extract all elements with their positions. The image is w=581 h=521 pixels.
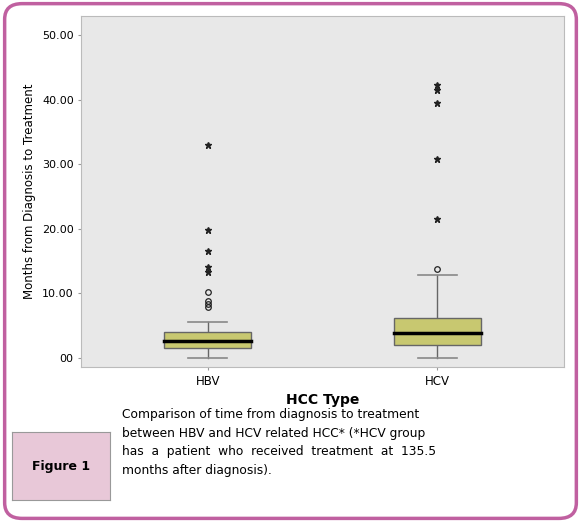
- Bar: [394, 318, 481, 345]
- Text: Figure 1: Figure 1: [32, 460, 90, 473]
- X-axis label: HCC Type: HCC Type: [286, 393, 359, 407]
- Bar: [164, 332, 251, 348]
- Text: Comparison of time from diagnosis to treatment
between HBV and HCV related HCC* : Comparison of time from diagnosis to tre…: [122, 408, 436, 477]
- Y-axis label: Months from Diagnosis to Treatment: Months from Diagnosis to Treatment: [23, 84, 37, 299]
